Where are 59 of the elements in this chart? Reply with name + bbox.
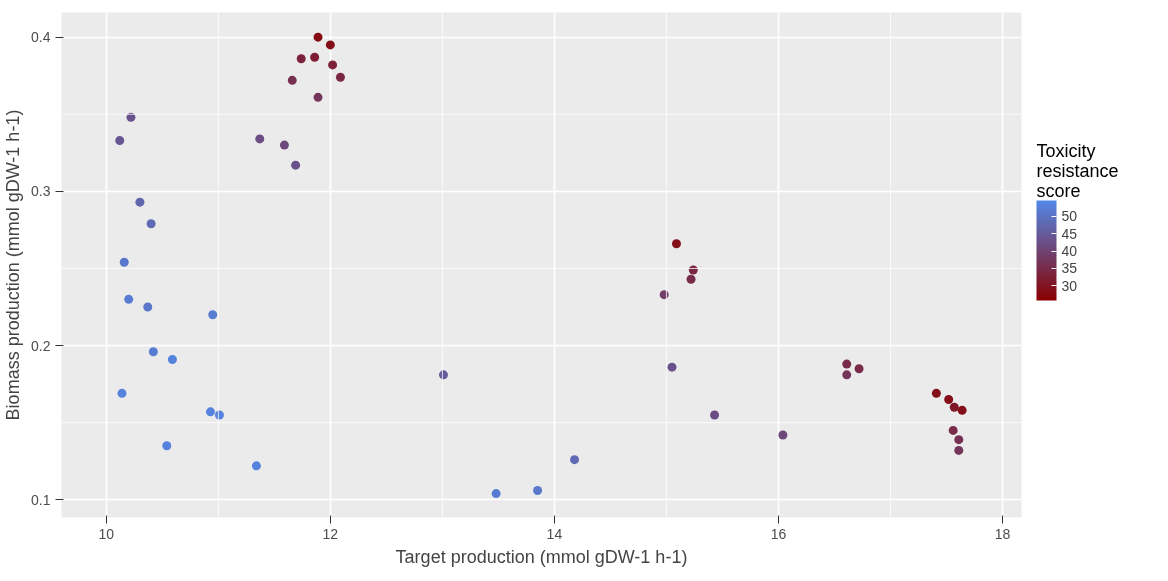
point [570, 455, 580, 465]
point [291, 160, 301, 170]
point [119, 257, 129, 267]
x-tick-label: 18 [994, 525, 1011, 542]
x-tick-label: 12 [322, 525, 339, 542]
point [842, 359, 852, 369]
point [205, 407, 215, 417]
y-tick-label: 0.2 [31, 337, 51, 354]
x-axis-title: Target production (mmol gDW-1 h-1) [395, 546, 688, 567]
point [954, 435, 964, 445]
y-tick-label: 0.1 [31, 491, 51, 508]
point [533, 486, 543, 496]
point [115, 135, 125, 145]
point [667, 362, 677, 372]
y-tick-label: 0.3 [31, 183, 51, 200]
point [854, 364, 864, 374]
point [287, 75, 297, 85]
point [167, 354, 177, 364]
point [143, 302, 153, 312]
point [208, 310, 218, 320]
point [162, 441, 172, 451]
y-axis-title: Biomass production (mmol gDW-1 h-1) [3, 109, 24, 421]
point [842, 370, 852, 380]
point [686, 274, 696, 284]
point [954, 445, 964, 455]
color-bar-label: 50 [1061, 208, 1078, 225]
point [296, 54, 306, 64]
point [117, 388, 127, 398]
point [146, 219, 156, 229]
point [671, 239, 681, 249]
point [944, 395, 954, 405]
point [148, 347, 158, 357]
point [124, 294, 134, 304]
x-tick-label: 14 [546, 525, 563, 542]
color-bar-label: 45 [1061, 225, 1078, 242]
color-bar-label: 35 [1061, 260, 1078, 277]
point [135, 197, 145, 207]
point [949, 402, 959, 412]
point [328, 60, 338, 70]
point [310, 52, 320, 62]
point [931, 388, 941, 398]
point [335, 72, 345, 82]
point [710, 410, 720, 420]
point [957, 405, 967, 415]
point [491, 489, 501, 499]
color-bar-label: 30 [1061, 277, 1078, 294]
point [251, 461, 261, 471]
color-bar-label: 40 [1061, 243, 1078, 260]
point [255, 134, 265, 144]
x-tick-label: 10 [98, 525, 115, 542]
color-bar-title: Toxicity resistance score [1036, 140, 1119, 202]
x-tick-label: 16 [770, 525, 787, 542]
point [778, 430, 788, 440]
point [313, 32, 323, 42]
point [279, 140, 289, 150]
y-tick-label: 0.4 [31, 29, 51, 46]
point [313, 92, 323, 102]
point [325, 40, 335, 50]
point [948, 425, 958, 435]
